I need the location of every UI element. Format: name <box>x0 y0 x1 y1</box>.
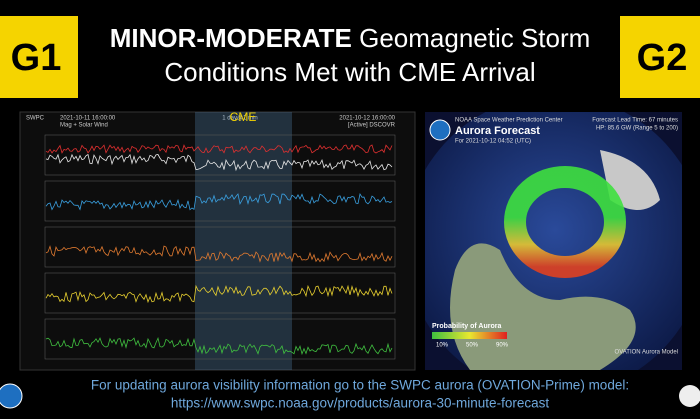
plot-trace <box>45 336 393 356</box>
cme-annotation: CME <box>230 110 257 124</box>
globe-group <box>425 112 682 370</box>
panel-start: 2021-10-11 16:00:00 <box>60 116 116 122</box>
plot-trace <box>45 144 393 154</box>
badge-box <box>0 16 78 98</box>
badge-right: G2 <box>637 37 688 79</box>
solar-wind-panel <box>19 111 416 371</box>
title-line1: MINOR-MODERATE Geomagnetic Storm <box>110 23 591 53</box>
power: HP: 85.6 GW (Range 5 to 200) <box>596 126 678 132</box>
badge-box <box>620 16 700 98</box>
nasa-logo <box>679 385 700 407</box>
legend-label: 90% <box>496 343 509 349</box>
plot-trace <box>45 153 393 172</box>
aurora-oval <box>504 166 626 278</box>
panel-span: 1 day@1 min <box>222 116 257 122</box>
plot-frame <box>44 226 396 268</box>
panel-source: SWPC <box>26 116 45 122</box>
plot-trace <box>45 284 393 304</box>
model: OVATION Aurora Model <box>615 350 678 356</box>
plots <box>44 134 396 360</box>
plot-trace <box>45 245 393 263</box>
org: NOAA Space Weather Prediction Center <box>455 118 563 124</box>
title-bold: MINOR-MODERATE <box>110 23 352 53</box>
plot-frame <box>44 272 396 314</box>
panel-subtitle: Mag + Solar Wind <box>60 123 108 129</box>
legend-label: 10% <box>436 343 449 349</box>
panel-status: [Active] DSCOVR <box>348 123 396 129</box>
plot-frame <box>44 134 396 176</box>
title-rest: Geomagnetic Storm <box>359 23 590 53</box>
badge-left: G1 <box>11 37 62 79</box>
footer-line2: https://www.swpc.noaa.gov/products/auror… <box>171 396 549 411</box>
legend-label: 50% <box>466 343 479 349</box>
plot-trace <box>45 192 393 211</box>
cme-shade <box>195 112 292 370</box>
noaa-logo <box>429 119 451 141</box>
legend-scale <box>432 332 507 339</box>
noaa-logo <box>0 383 23 409</box>
plot-frame <box>44 180 396 222</box>
legend-title: Probability of Aurora <box>432 323 501 330</box>
footer-line1: For updating aurora visibility informati… <box>91 378 629 393</box>
plot-frame <box>44 318 396 360</box>
panel-end: 2021-10-12 16:00:00 <box>339 116 395 122</box>
lead-time: Forecast Lead Time: 67 minutes <box>592 118 678 124</box>
aurora-title: Aurora Forecast <box>455 125 540 137</box>
title-line2: Conditions Met with CME Arrival <box>164 57 535 87</box>
aurora-valid: For 2021-10-12 04:52 (UTC) <box>455 139 531 145</box>
